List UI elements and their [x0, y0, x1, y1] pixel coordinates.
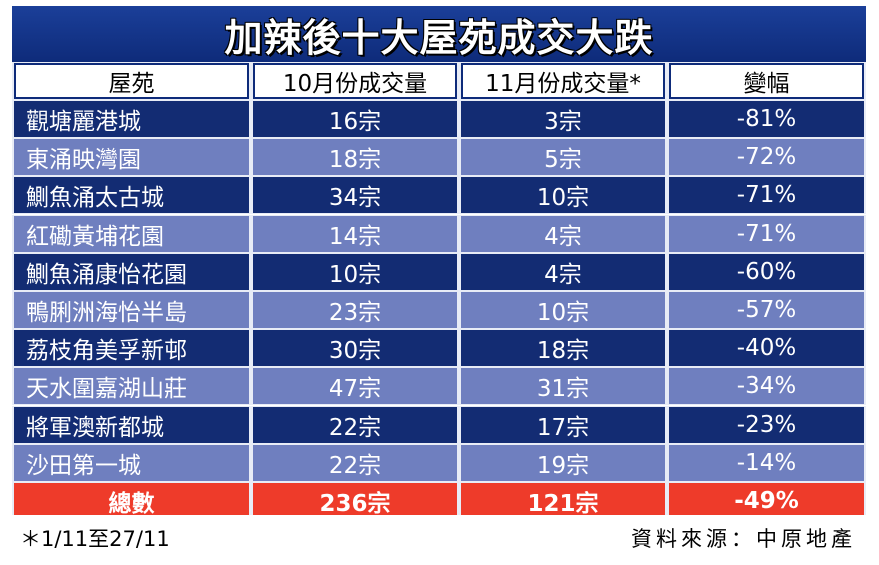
value-cell: -34%: [669, 368, 864, 405]
estate-name-cell: 鴨脷洲海怡半島: [14, 292, 249, 328]
table-row: 觀塘麗港城 16宗 3宗 -81%: [12, 100, 866, 138]
table-row: 紅磡黃埔花園 14宗 4宗 -71%: [12, 214, 866, 253]
estate-name-cell: 鰂魚涌太古城: [14, 177, 249, 214]
value-cell: -40%: [669, 330, 864, 367]
value-cell: 22宗: [253, 444, 457, 481]
table-row: 鰂魚涌康怡花園 10宗 4宗 -60%: [12, 252, 866, 291]
value-cell: 16宗: [253, 101, 457, 137]
estate-name-cell: 荔枝角美孚新邨: [14, 330, 249, 367]
total-cell: 236宗: [253, 483, 457, 519]
header-cell: 10月份成交量: [253, 63, 457, 99]
table-row: 東涌映灣園 18宗 5宗 -72%: [12, 138, 866, 177]
value-cell: 18宗: [253, 139, 457, 176]
total-cell: 總數: [14, 483, 249, 519]
value-cell: 18宗: [461, 330, 665, 367]
value-cell: 19宗: [461, 444, 665, 481]
value-cell: 34宗: [253, 177, 457, 214]
footnote: ＊1/11至27/11: [20, 527, 170, 551]
value-cell: -23%: [669, 406, 864, 443]
table-row: 將軍澳新都城 22宗 17宗 -23%: [12, 405, 866, 444]
value-cell: -57%: [669, 292, 864, 328]
value-cell: -60%: [669, 253, 864, 290]
value-cell: -71%: [669, 177, 864, 214]
value-cell: 30宗: [253, 330, 457, 367]
value-cell: -72%: [669, 139, 864, 176]
footer: ＊1/11至27/11 資料來源：中原地產: [12, 515, 866, 553]
value-cell: 22宗: [253, 406, 457, 443]
table-row: 鴨脷洲海怡半島 23宗 10宗 -57%: [12, 291, 866, 329]
value-cell: 10宗: [461, 292, 665, 328]
value-cell: 10宗: [461, 177, 665, 214]
value-cell: 5宗: [461, 139, 665, 176]
table-row: 荔枝角美孚新邨 30宗 18宗 -40%: [12, 329, 866, 368]
estate-name-cell: 天水圍嘉湖山莊: [14, 368, 249, 405]
header-cell: 11月份成交量*: [461, 63, 665, 99]
value-cell: 10宗: [253, 253, 457, 290]
estate-name-cell: 觀塘麗港城: [14, 101, 249, 137]
value-cell: 23宗: [253, 292, 457, 328]
value-cell: 14宗: [253, 215, 457, 252]
value-cell: -81%: [669, 101, 864, 137]
total-row: 總數 236宗 121宗 -49%: [12, 482, 866, 520]
value-cell: -14%: [669, 444, 864, 481]
total-cell: 121宗: [461, 483, 665, 519]
value-cell: 31宗: [461, 368, 665, 405]
estate-name-cell: 紅磡黃埔花園: [14, 215, 249, 252]
estate-name-cell: 鰂魚涌康怡花園: [14, 253, 249, 290]
total-cell: -49%: [669, 483, 864, 519]
table-row: 沙田第一城 22宗 19宗 -14%: [12, 443, 866, 482]
header-row: 屋苑 10月份成交量 11月份成交量* 變幅: [12, 62, 866, 100]
header-cell: 變幅: [669, 63, 864, 99]
estate-name-cell: 沙田第一城: [14, 444, 249, 481]
chart-title: 加辣後十大屋苑成交大跌: [12, 6, 866, 62]
table-row: 鰂魚涌太古城 34宗 10宗 -71%: [12, 176, 866, 215]
table-row: 天水圍嘉湖山莊 47宗 31宗 -34%: [12, 367, 866, 406]
estate-name-cell: 東涌映灣園: [14, 139, 249, 176]
value-cell: 17宗: [461, 406, 665, 443]
value-cell: 4宗: [461, 253, 665, 290]
value-cell: 47宗: [253, 368, 457, 405]
value-cell: 3宗: [461, 101, 665, 137]
source-credit: 資料來源：中原地產: [631, 527, 856, 551]
value-cell: 4宗: [461, 215, 665, 252]
header-cell: 屋苑: [14, 63, 249, 99]
value-cell: -71%: [669, 215, 864, 252]
estate-name-cell: 將軍澳新都城: [14, 406, 249, 443]
